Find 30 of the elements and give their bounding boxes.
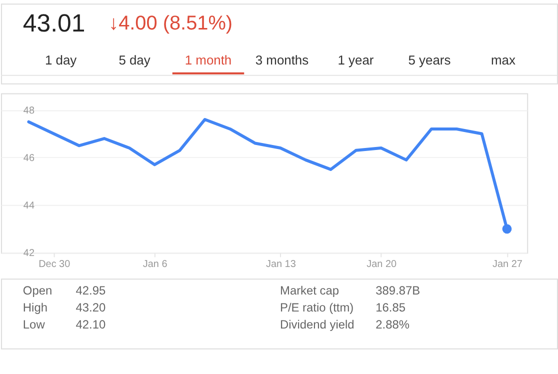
x-tick-label: Jan 27 bbox=[492, 259, 523, 270]
text: 2.88% bbox=[376, 317, 410, 332]
x-tick-label: Jan 20 bbox=[366, 259, 398, 270]
text: 3 months bbox=[255, 52, 309, 68]
text: Open bbox=[22, 284, 52, 298]
x-tick-label: Dec 30 bbox=[38, 259, 71, 270]
y-tick-label: 44 bbox=[23, 200, 35, 212]
text: 42.10 bbox=[76, 317, 106, 332]
y-tick-label: 48 bbox=[23, 105, 35, 116]
text: 42.95 bbox=[76, 284, 106, 298]
x-tick-label: Jan 13 bbox=[266, 259, 296, 270]
text: High bbox=[22, 300, 48, 315]
text: P/E ratio (ttm) bbox=[280, 300, 354, 315]
text: 5 years bbox=[408, 52, 451, 68]
y-tick-label: 42 bbox=[23, 248, 35, 260]
text: 5 day bbox=[118, 52, 151, 68]
text: 1 month bbox=[184, 52, 232, 68]
text: Market cap bbox=[280, 284, 340, 298]
y-tick-label: 46 bbox=[23, 153, 35, 164]
text: Dividend yield bbox=[280, 317, 354, 332]
text: 1 day bbox=[44, 52, 78, 68]
text: 389.87B bbox=[376, 284, 420, 298]
chart-title: 43.01 bbox=[22, 10, 86, 38]
text: 1 year bbox=[338, 52, 374, 68]
text: max bbox=[490, 52, 516, 68]
text: 16.85 bbox=[376, 300, 406, 315]
text: Low bbox=[22, 317, 46, 332]
x-tick-label: Jan 6 bbox=[142, 259, 168, 270]
chart-subtitle: ↓4.00 (8.51%) bbox=[108, 12, 233, 35]
text: 43.20 bbox=[76, 300, 106, 315]
